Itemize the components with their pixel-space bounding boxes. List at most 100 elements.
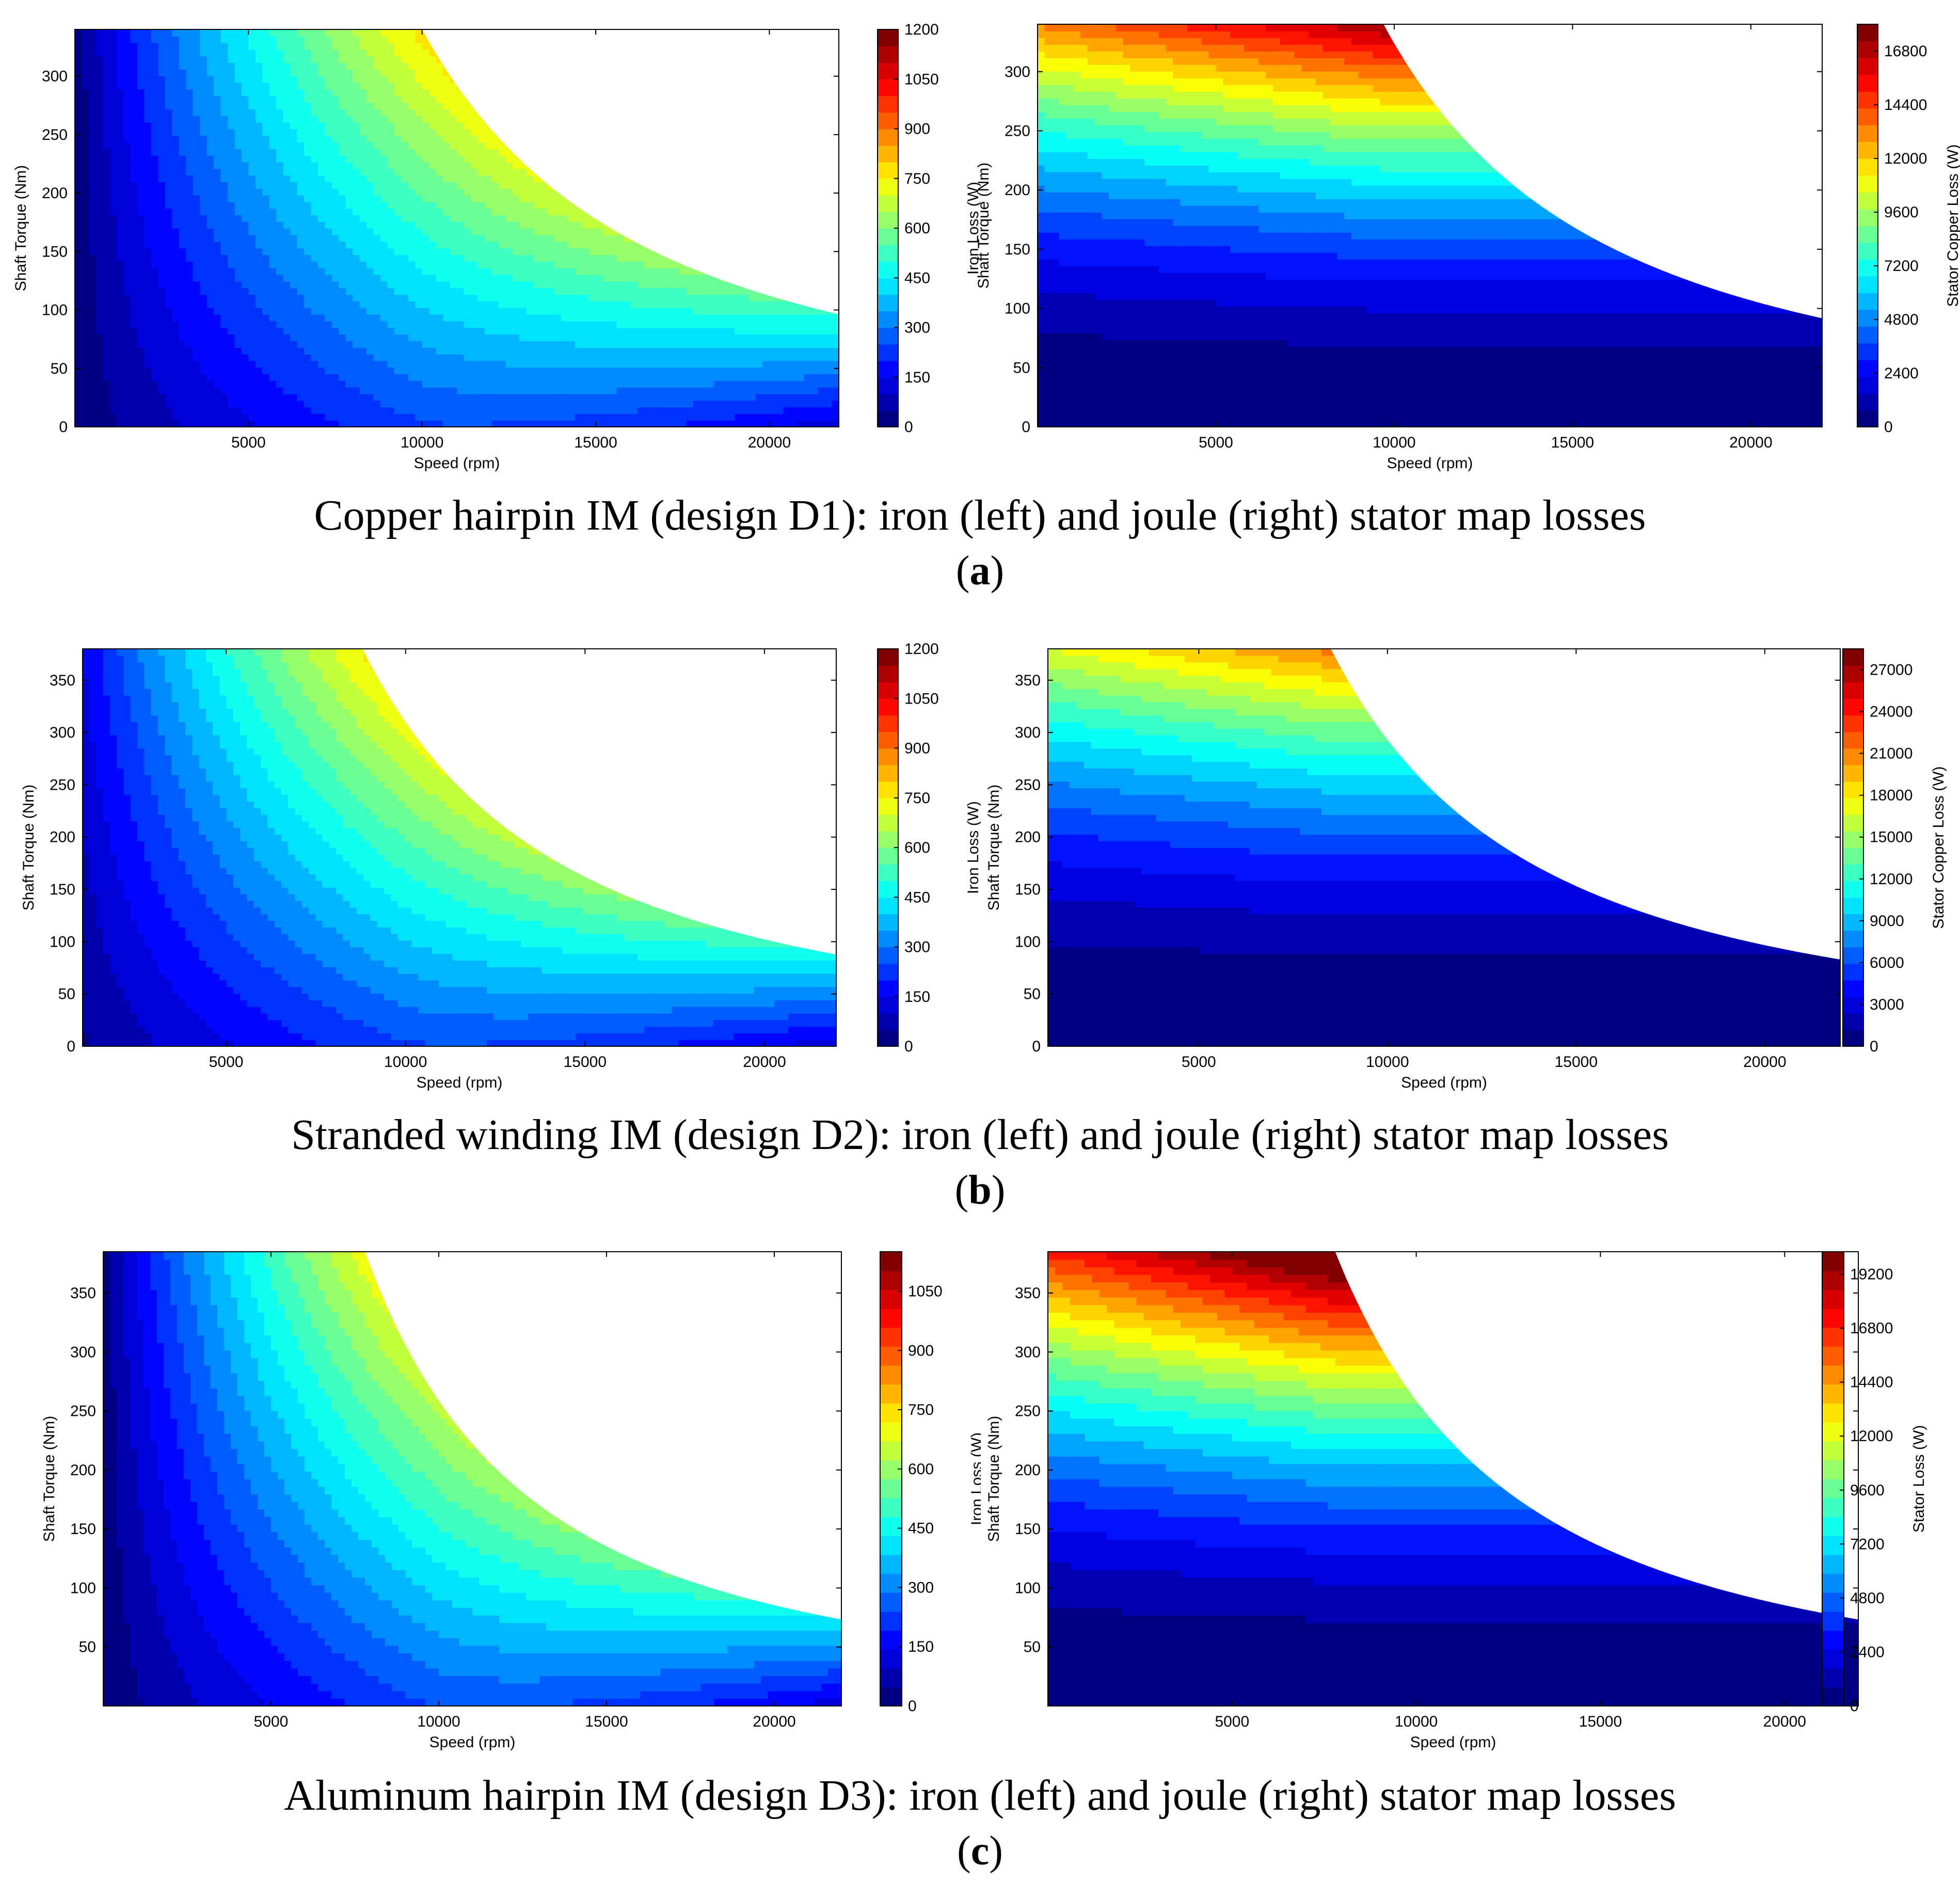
- contour-cell: [304, 195, 312, 202]
- contour-cell: [387, 308, 395, 315]
- contour-cell: [151, 228, 159, 235]
- contour-cell: [102, 341, 110, 348]
- contour-cell: [206, 254, 214, 262]
- contour-cell: [290, 360, 298, 368]
- contour-cell: [172, 254, 180, 262]
- contour-cell: [602, 274, 610, 282]
- contour-cell: [505, 321, 513, 328]
- contour-cell: [269, 62, 277, 70]
- contour-cell: [248, 420, 256, 427]
- contour-cell: [123, 195, 131, 202]
- contour-cell: [345, 129, 353, 136]
- contour-cell: [325, 102, 332, 109]
- contour-cell: [283, 95, 291, 103]
- contour-cell: [193, 360, 200, 368]
- contour-cell: [366, 89, 374, 97]
- contour-cell: [241, 374, 249, 381]
- contour-cell: [311, 122, 318, 130]
- contour-cell: [526, 62, 534, 70]
- contour-cell: [95, 201, 103, 209]
- contour-cell: [317, 122, 326, 130]
- contour-cell: [325, 294, 332, 301]
- contour-cell: [436, 294, 443, 301]
- contour-cell: [401, 155, 409, 163]
- contour-cell: [88, 122, 97, 130]
- contour-cell: [464, 407, 471, 414]
- contour-cell: [95, 221, 103, 229]
- contour-cell: [248, 407, 256, 414]
- contour-cell: [637, 354, 645, 361]
- contour-cell: [130, 380, 138, 388]
- contour-cell: [241, 201, 249, 209]
- contour-cell: [109, 294, 117, 301]
- contour-cell: [457, 82, 465, 90]
- contour-cell: [331, 195, 340, 202]
- contour-cell: [88, 347, 97, 355]
- contour-cell: [582, 314, 589, 322]
- contour-cell: [610, 347, 617, 355]
- contour-cell: [505, 374, 513, 381]
- contour-cell: [311, 69, 318, 76]
- contour-cell: [234, 221, 242, 229]
- contour-cell: [422, 308, 429, 315]
- contour-cell: [186, 29, 194, 37]
- contour-cell: [450, 142, 457, 149]
- contour-cell: [547, 374, 555, 381]
- contour-cell: [228, 407, 235, 414]
- contour-cell: [387, 248, 395, 256]
- contour-cell: [339, 413, 346, 421]
- contour-cell: [443, 308, 451, 315]
- contour-cell: [644, 254, 652, 262]
- contour-cell: [220, 122, 228, 130]
- contour-cell: [623, 82, 631, 90]
- contour-cell: [88, 281, 97, 289]
- contour-cell: [88, 248, 97, 256]
- contour-cell: [165, 354, 173, 361]
- contour-cell: [644, 327, 652, 335]
- contour-cell: [644, 115, 652, 123]
- contour-cell: [220, 29, 228, 37]
- contour-cell: [214, 234, 221, 242]
- contour-cell: [637, 321, 645, 328]
- contour-cell: [95, 268, 103, 275]
- contour-cell: [109, 221, 117, 229]
- contour-cell: [408, 168, 416, 176]
- contour-cell: [311, 115, 318, 123]
- contour-cell: [200, 62, 208, 70]
- contour-cell: [123, 380, 131, 388]
- contour-cell: [470, 175, 479, 182]
- contour-cell: [214, 95, 221, 103]
- contour-cell: [401, 407, 409, 414]
- contour-cell: [95, 89, 103, 97]
- contour-cell: [637, 334, 645, 341]
- contour-cell: [304, 175, 312, 182]
- contour-cell: [75, 413, 83, 421]
- contour-cell: [241, 241, 249, 249]
- contour-cell: [248, 248, 256, 256]
- contour-cell: [228, 347, 235, 355]
- contour-cell: [151, 248, 159, 256]
- contour-cell: [82, 122, 89, 130]
- contour-cell: [130, 341, 138, 348]
- contour-cell: [95, 75, 103, 83]
- contour-cell: [206, 367, 214, 375]
- contour-cell: [457, 221, 465, 229]
- contour-cell: [304, 327, 312, 335]
- contour-cell: [408, 95, 416, 103]
- contour-cell: [561, 400, 569, 408]
- contour-cell: [477, 221, 485, 229]
- contour-cell: [540, 387, 548, 394]
- contour-cell: [623, 195, 631, 202]
- contour-cell: [380, 374, 388, 381]
- contour-cell: [637, 122, 645, 130]
- contour-cell: [450, 367, 457, 375]
- contour-cell: [206, 387, 214, 394]
- contour-cell: [186, 175, 194, 182]
- contour-cell: [325, 301, 332, 308]
- contour-cell: [429, 321, 437, 328]
- contour-cell: [575, 360, 582, 368]
- contour-cell: [380, 109, 388, 116]
- contour-cell: [137, 122, 145, 130]
- contour-cell: [477, 208, 485, 216]
- contour-cell: [172, 221, 180, 229]
